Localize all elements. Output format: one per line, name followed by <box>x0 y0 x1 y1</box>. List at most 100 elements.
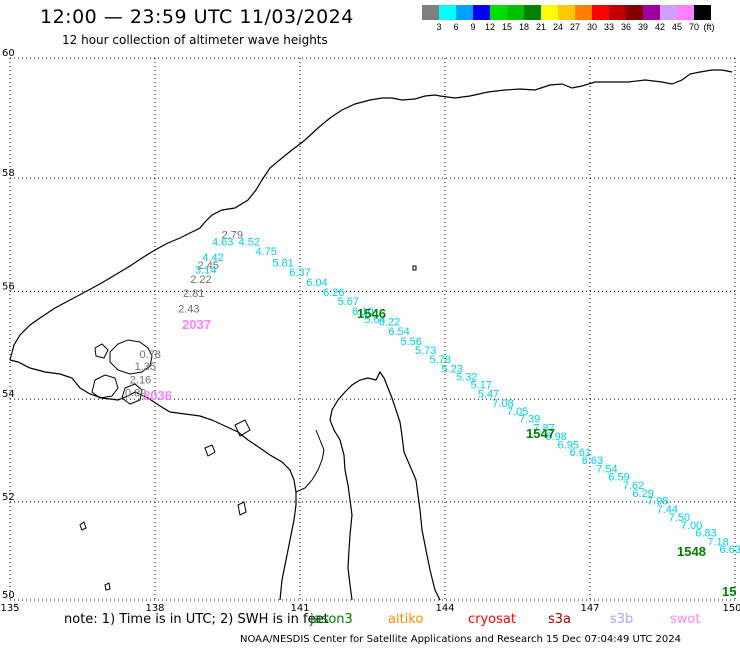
swh-value: 7.54 <box>596 464 617 476</box>
swh-value: 7.00 <box>681 520 702 532</box>
satellite-name: s3a <box>548 612 572 627</box>
pass-number-label: 1546 <box>357 306 386 321</box>
swh-value: 3.14 <box>195 265 216 277</box>
lon-tick-label: 150 <box>722 603 740 614</box>
legend-swatch <box>694 5 711 20</box>
swh-value: 5.23 <box>442 364 463 376</box>
swh-value: 2.79 <box>222 229 243 241</box>
legend-swatch <box>490 5 507 20</box>
swh-value: 2.22 <box>190 274 211 286</box>
swh-value: 6.61 <box>570 447 591 459</box>
footer-note: note: 1) Time is in UTC; 2) SWH is in fe… <box>0 612 740 632</box>
swh-value: 4.75 <box>255 246 276 258</box>
swh-value: 5.64 <box>364 314 385 326</box>
graticule <box>9 57 736 601</box>
swh-value: 4.42 <box>202 252 223 264</box>
altimeter-tracks: 0.781.352.16 0.89 2.79 2.45 2.22 2.81 2.43 4.63… <box>125 229 740 599</box>
shantar-island-big <box>109 339 153 375</box>
swh-value: 6.26 <box>323 287 344 299</box>
inland-lake-3 <box>237 501 247 516</box>
swh-value: 6.04 <box>306 277 327 289</box>
pass-number-label: 15 <box>722 584 736 599</box>
satellite-name: cryosat <box>468 612 516 627</box>
legend-swatch <box>439 5 456 20</box>
swh-value: 7.08 <box>492 398 513 410</box>
legend-label: 30 <box>586 22 598 32</box>
axis-labels: 135 138 141 144 147 150 60 58 56 54 52 50 <box>0 48 740 614</box>
pass-number-label: 1547 <box>526 426 555 441</box>
legend-label: 42 <box>654 22 666 32</box>
lat-tick-label: 50 <box>2 590 15 601</box>
swh-value: 6.29 <box>632 488 653 500</box>
inland-lake-1 <box>204 444 216 457</box>
color-legend: 3 6 9 12 15 18 21 24 27 30 33 36 39 42 45 70 (ft) <box>422 5 715 34</box>
swh-value: 2.45 <box>197 260 218 272</box>
legend-label: 6 <box>453 22 459 32</box>
legend-swatch <box>677 5 694 20</box>
swh-value: 7.44 <box>657 504 678 516</box>
swh-value: 7.98 <box>647 495 668 507</box>
legend-swatch <box>575 5 592 20</box>
mainland-coastline <box>9 69 733 361</box>
legend-swatch <box>592 5 609 20</box>
swh-value: 4.52 <box>239 237 260 249</box>
swh-value: 7.05 <box>507 406 528 418</box>
legend-swatch <box>660 5 677 20</box>
swh-value: 7.50 <box>669 512 690 524</box>
mainland-south-coastline <box>9 359 297 601</box>
inland-lake-4 <box>79 521 87 531</box>
legend-swatch <box>541 5 558 20</box>
satellite-name: swot <box>670 612 701 627</box>
swh-value: 0.89 <box>125 388 146 400</box>
credit-line: NOAA/NESDIS Center for Satellite Applica… <box>240 634 682 645</box>
swh-value: 5.32 <box>456 372 477 384</box>
pass-number-label: 1548 <box>677 544 706 559</box>
swh-value: 7.18 <box>707 537 728 549</box>
feklistova-island <box>94 343 109 359</box>
satellite-name: jason3 <box>310 612 353 627</box>
legend-label: 70 <box>688 22 700 32</box>
swh-value: 6.98 <box>545 431 566 443</box>
swh-value: 5.73 <box>415 345 436 357</box>
legend-label: 18 <box>518 22 530 32</box>
swh-value: 5.81 <box>272 257 293 269</box>
swh-value: 2.16 <box>130 374 151 386</box>
swh-value: 0.78 <box>139 349 160 361</box>
legend-label: 39 <box>637 22 649 32</box>
legend-swatch <box>473 5 490 20</box>
lat-tick-label: 52 <box>2 492 15 503</box>
swh-value: 7.39 <box>519 414 540 426</box>
satellite-name: altiko <box>388 612 424 627</box>
legend-label: 36 <box>620 22 632 32</box>
legend-label: 27 <box>569 22 581 32</box>
shantar-island-west <box>91 374 119 399</box>
legend-unit: (ft) <box>703 22 715 32</box>
pass-number-label: 2036 <box>143 388 172 403</box>
swh-value: 6.83 <box>695 528 716 540</box>
legend-label: 15 <box>501 22 513 32</box>
legend-label: 24 <box>552 22 564 32</box>
inland-lake-2 <box>234 419 251 437</box>
pass-number-label: 2037 <box>182 317 211 332</box>
legend-swatches <box>422 5 711 20</box>
legend-swatch <box>626 5 643 20</box>
swh-value: 5.56 <box>400 336 421 348</box>
lon-tick-label: 144 <box>435 603 454 614</box>
legend-label: 21 <box>535 22 547 32</box>
swh-value: 5.78 <box>429 354 450 366</box>
legend-swatch <box>643 5 660 20</box>
shantar-island-south <box>121 383 143 405</box>
lon-tick-label: 141 <box>290 603 309 614</box>
satellite-name: s3b <box>610 612 634 627</box>
swh-value: 6.37 <box>289 267 310 279</box>
lon-tick-label: 135 <box>0 603 19 614</box>
lon-tick-label: 138 <box>145 603 164 614</box>
map-title: 12:00 — 23:59 UTC 11/03/2024 <box>40 6 354 28</box>
legend-label: 9 <box>470 22 476 32</box>
lat-tick-label: 58 <box>2 168 15 179</box>
legend-swatch <box>507 5 524 20</box>
swh-value: 6.63 <box>582 455 603 467</box>
legend-labels: 3 6 9 12 15 18 21 24 27 30 33 36 39 42 45 70 (ft) <box>422 20 714 34</box>
sakhalin-coastline <box>329 370 441 601</box>
